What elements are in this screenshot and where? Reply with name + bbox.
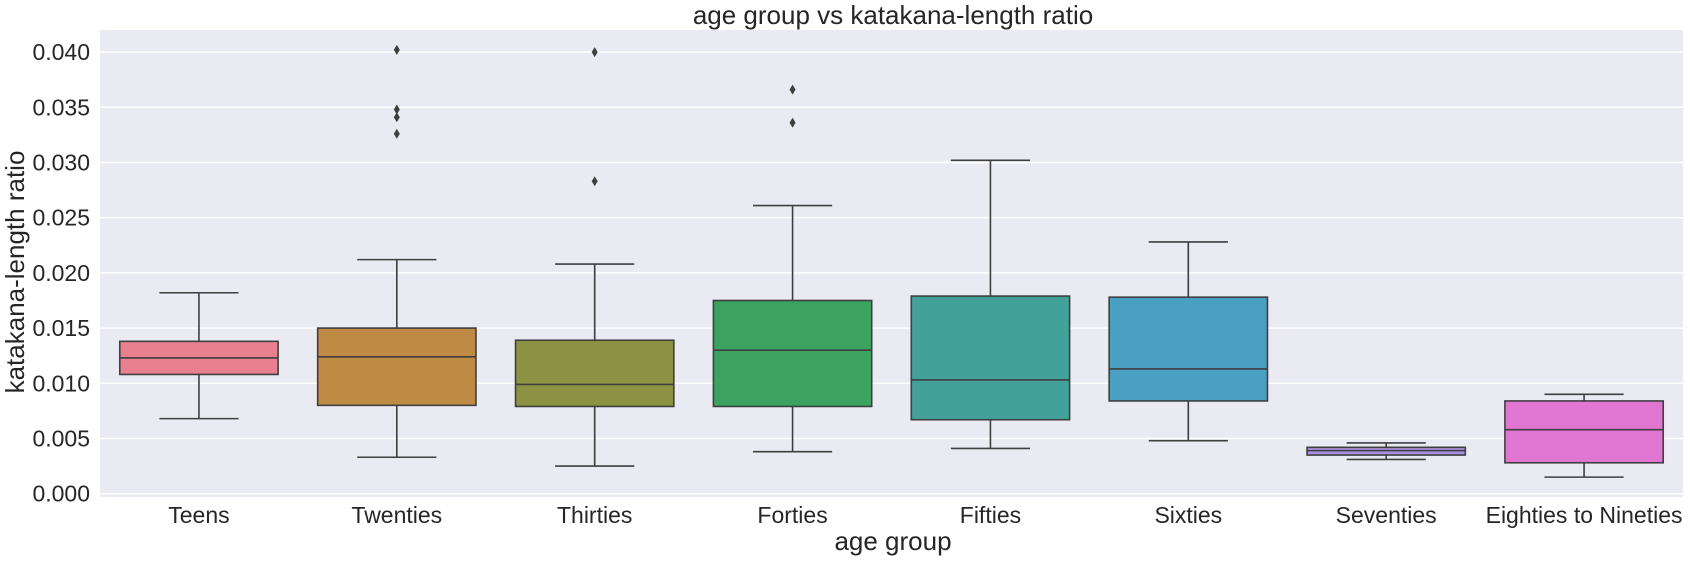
box-teens [118,291,279,420]
outlier-marker [591,47,598,58]
x-tick-label: Eighties to Nineties [1486,502,1683,528]
x-tick-label: Thirties [557,502,632,528]
box-iqr [316,327,477,407]
box-group [118,44,1665,478]
y-tick-label: 0.025 [32,205,90,231]
y-tick-label: 0.005 [32,425,90,451]
outlier-marker [789,117,796,128]
outlier-marker [789,84,796,95]
box-iqr [1504,400,1665,464]
box-fifties [910,159,1071,450]
box-seventies [1306,442,1467,461]
x-axis-ticks: Teens Twenties Thirties Forties Fifties Sixti… [168,502,1682,528]
y-tick-label: 0.040 [32,39,90,65]
y-tick-label: 0.020 [32,260,90,286]
box-forties [712,84,873,453]
y-tick-label: 0.000 [32,481,90,507]
outlier-marker [393,44,400,55]
box-twenties [316,44,477,459]
x-tick-label: Teens [168,502,229,528]
y-tick-label: 0.010 [32,370,90,396]
outlier-marker [393,112,400,123]
x-axis-label: age group [834,526,951,556]
box-iqr [712,299,873,408]
chart-title: age group vs katakana-length ratio [693,0,1093,30]
outlier-marker [591,176,598,187]
box-thirties [514,47,675,467]
x-tick-label: Seventies [1336,502,1437,528]
x-tick-label: Forties [757,502,827,528]
outlier-marker [393,128,400,139]
x-tick-label: Twenties [351,502,442,528]
y-tick-label: 0.035 [32,94,90,120]
box-iqr [910,295,1071,421]
x-tick-label: Fifties [960,502,1021,528]
y-axis-label: katakana-length ratio [0,151,30,394]
box-sixties [1108,241,1269,442]
box-iqr [514,339,675,408]
plot-area-background [100,30,1683,497]
x-tick-label: Sixties [1154,502,1222,528]
box-iqr [1108,296,1269,402]
y-tick-label: 0.030 [32,149,90,175]
y-tick-label: 0.015 [32,315,90,341]
y-axis-ticks: 0.000 0.005 0.010 0.015 0.020 0.025 0.030 0.035… [32,39,90,507]
box-eighties-to-nineties [1504,393,1665,478]
outlier-marker [393,104,400,115]
